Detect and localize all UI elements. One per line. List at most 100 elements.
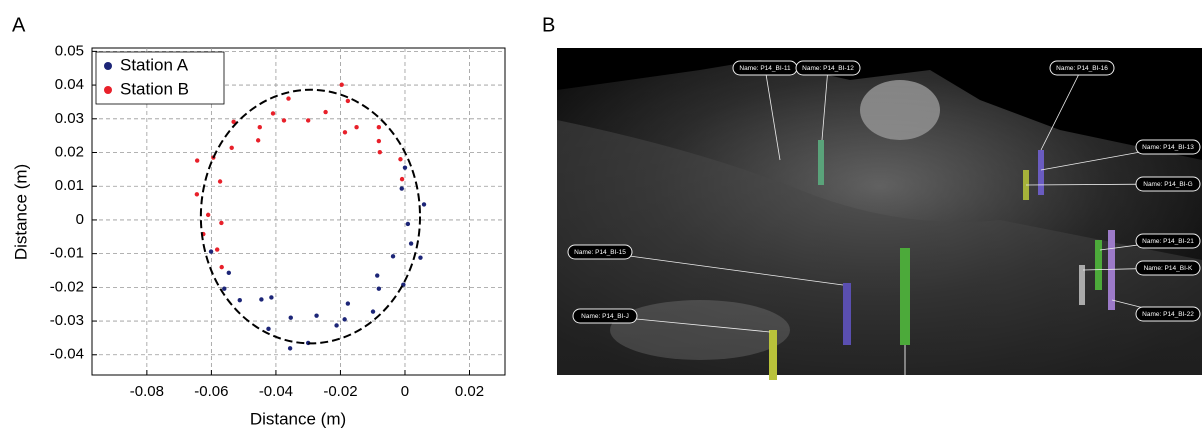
point bbox=[219, 264, 224, 270]
tag-label: Name: P14_BI-21 bbox=[1142, 238, 1194, 245]
tag-box bbox=[1135, 233, 1201, 249]
y-tick-label: 0.02 bbox=[55, 143, 84, 160]
legend-label: Station A bbox=[120, 55, 189, 74]
point bbox=[375, 273, 380, 278]
point bbox=[376, 125, 382, 130]
x-tick-label: -0.08 bbox=[130, 383, 164, 400]
y-tick-label: 0 bbox=[76, 211, 84, 228]
y-tick-label: -0.04 bbox=[50, 346, 84, 363]
point bbox=[421, 202, 427, 207]
tag-box bbox=[1049, 60, 1115, 76]
tag-label: Name: P14_BI-15 bbox=[574, 249, 626, 256]
point bbox=[222, 286, 227, 291]
point bbox=[370, 309, 376, 314]
point bbox=[287, 346, 293, 351]
x-tick-label: 0 bbox=[401, 383, 409, 400]
y-tick-label: 0.01 bbox=[55, 177, 84, 194]
legend: Station A Station B bbox=[95, 51, 225, 105]
leader bbox=[764, 67, 781, 161]
legend-marker bbox=[104, 62, 112, 70]
point bbox=[194, 192, 200, 197]
point bbox=[219, 220, 224, 226]
point bbox=[345, 301, 351, 306]
tag-box bbox=[572, 308, 638, 324]
point bbox=[390, 254, 396, 259]
tag-label: Name: P14_BI-12 bbox=[802, 65, 854, 72]
tag-box bbox=[1135, 176, 1201, 192]
y-tick-label: -0.02 bbox=[50, 278, 84, 295]
point bbox=[314, 313, 319, 318]
panel-label: A bbox=[12, 14, 26, 36]
point bbox=[217, 179, 223, 184]
sensor-bar bbox=[843, 283, 851, 345]
point bbox=[339, 82, 344, 87]
point bbox=[229, 145, 234, 150]
point bbox=[270, 111, 276, 116]
point bbox=[231, 119, 236, 125]
y-tick-label: 0.05 bbox=[55, 42, 84, 59]
point bbox=[376, 138, 382, 144]
tags: Name: P14_BI-11 Name: P14_BI-12 Name: P14_… bbox=[567, 60, 1201, 333]
tag-box bbox=[1135, 306, 1201, 322]
panel-label: B bbox=[542, 14, 555, 36]
point bbox=[208, 249, 214, 254]
tag-box bbox=[795, 60, 861, 76]
point bbox=[377, 149, 383, 155]
point bbox=[399, 186, 404, 191]
sensor-bar bbox=[900, 248, 910, 345]
tag-label: Name: P14_BI-K bbox=[1144, 265, 1193, 272]
point bbox=[255, 138, 261, 143]
tag-label: Name: P14_BI-11 bbox=[739, 65, 791, 72]
point bbox=[237, 297, 242, 303]
sensor-bar bbox=[818, 140, 824, 185]
point bbox=[214, 247, 220, 252]
point bbox=[342, 317, 347, 322]
point bbox=[266, 326, 271, 332]
leader bbox=[1040, 67, 1083, 151]
point bbox=[376, 286, 382, 291]
point bbox=[286, 96, 291, 101]
tag-label: Name: P14_BI-G bbox=[1143, 181, 1193, 188]
tag-label: Name: P14_BI-22 bbox=[1142, 311, 1194, 318]
legend-box bbox=[95, 51, 225, 105]
point bbox=[405, 221, 411, 227]
point bbox=[323, 109, 328, 115]
y-tick-label: -0.01 bbox=[50, 245, 84, 262]
point bbox=[408, 241, 414, 246]
point bbox=[226, 270, 232, 276]
point bbox=[345, 98, 351, 104]
x-tick-label: -0.02 bbox=[323, 383, 357, 400]
point bbox=[259, 297, 264, 302]
point bbox=[354, 125, 359, 130]
x-axis-label: Distance (m) bbox=[250, 409, 346, 428]
y-tick-label: -0.03 bbox=[50, 312, 84, 329]
sensor-bar bbox=[1038, 150, 1044, 195]
sensor-bar bbox=[1108, 230, 1115, 310]
point bbox=[342, 130, 348, 135]
point bbox=[305, 118, 311, 123]
point bbox=[334, 323, 339, 328]
plot: -0.08 -0.06 -0.04 -0.02 0 0.02 -0.04 -0.03 -0.02… bbox=[50, 42, 505, 400]
x-tick-label: -0.04 bbox=[259, 383, 293, 400]
point bbox=[194, 158, 200, 163]
tag-box bbox=[1135, 139, 1201, 155]
y-tick-label: 0.03 bbox=[55, 110, 84, 127]
point bbox=[269, 295, 274, 300]
point bbox=[398, 157, 403, 162]
legend-marker bbox=[104, 86, 112, 94]
point bbox=[418, 255, 423, 260]
legend-label: Station B bbox=[120, 79, 189, 98]
point bbox=[288, 315, 293, 320]
leader bbox=[821, 67, 829, 141]
sensor-bar bbox=[769, 330, 777, 380]
y-axis-label: Distance (m) bbox=[11, 164, 30, 260]
x-tick-label: 0.02 bbox=[455, 383, 484, 400]
tag-label: Name: P14_BI-13 bbox=[1142, 144, 1194, 151]
tag-label: Name: P14_BI-J bbox=[581, 313, 629, 320]
point bbox=[399, 176, 405, 182]
sensor-bar bbox=[1095, 240, 1102, 290]
point bbox=[402, 165, 408, 170]
sensor-bar bbox=[1079, 265, 1085, 305]
image-shade bbox=[557, 48, 1202, 375]
